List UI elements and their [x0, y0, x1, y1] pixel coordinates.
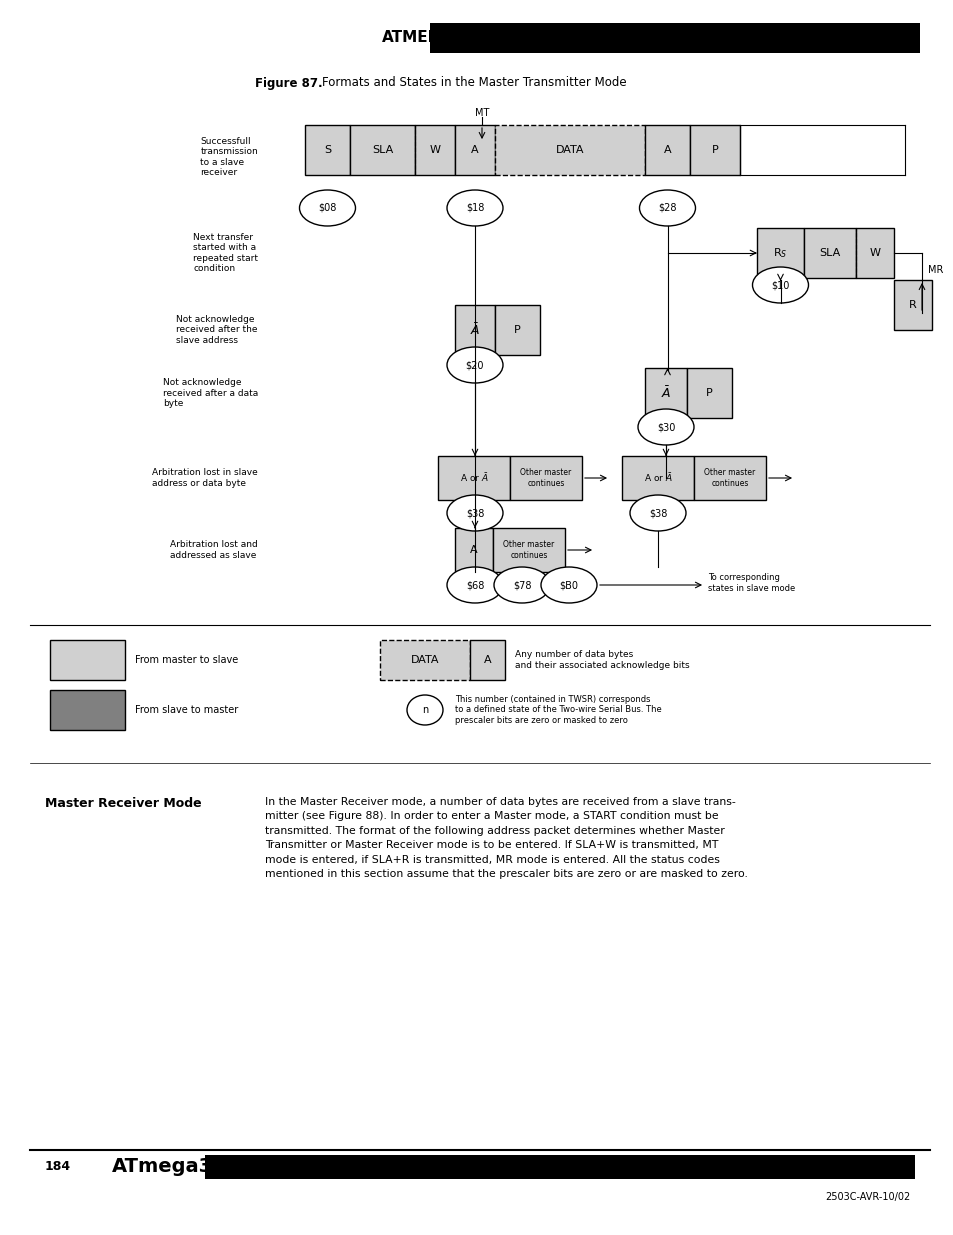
Ellipse shape: [629, 495, 685, 531]
Bar: [686, 368, 731, 417]
Bar: [493, 529, 564, 572]
Text: $38: $38: [465, 508, 484, 517]
Text: Next transfer
started with a
repeated start
condition: Next transfer started with a repeated st…: [193, 233, 257, 273]
Text: DATA: DATA: [411, 655, 438, 664]
Bar: [893, 280, 931, 330]
Text: $\bar{A}$: $\bar{A}$: [660, 385, 671, 401]
Text: R$_S$: R$_S$: [773, 246, 787, 259]
Text: n: n: [421, 705, 428, 715]
Text: A: A: [471, 144, 478, 156]
Text: A: A: [470, 545, 477, 555]
Text: $18: $18: [465, 203, 484, 212]
Text: $B0: $B0: [558, 580, 578, 590]
Text: P: P: [705, 388, 712, 398]
Ellipse shape: [447, 347, 502, 383]
Text: SLA: SLA: [819, 248, 840, 258]
Text: ATMEL: ATMEL: [381, 31, 437, 46]
Bar: [470, 640, 504, 680]
Text: This number (contained in TWSR) corresponds
to a defined state of the Two-wire S: This number (contained in TWSR) correspo…: [455, 695, 661, 725]
Bar: [757, 228, 803, 278]
Text: $38: $38: [648, 508, 666, 517]
Text: Master Receiver Mode: Master Receiver Mode: [45, 797, 201, 810]
Bar: [621, 456, 693, 500]
Ellipse shape: [447, 495, 502, 531]
Text: Arbitration lost and
addressed as slave: Arbitration lost and addressed as slave: [170, 540, 257, 559]
Text: $08: $08: [318, 203, 336, 212]
Text: ATmega32(L): ATmega32(L): [112, 1157, 256, 1177]
Bar: [644, 125, 689, 175]
Text: Not acknowledge
received after a data
byte: Not acknowledge received after a data by…: [163, 378, 257, 408]
Bar: [50, 690, 125, 730]
Ellipse shape: [447, 190, 502, 226]
Text: DATA: DATA: [556, 144, 583, 156]
Bar: [415, 125, 455, 175]
Text: Any number of data bytes
and their associated acknowledge bits: Any number of data bytes and their assoc…: [515, 651, 689, 669]
Ellipse shape: [407, 695, 442, 725]
Ellipse shape: [638, 409, 693, 445]
Text: W: W: [429, 144, 440, 156]
Text: $30: $30: [656, 422, 675, 432]
Text: 184: 184: [45, 1161, 71, 1173]
Bar: [803, 228, 855, 278]
Bar: [430, 23, 919, 53]
Text: $78: $78: [512, 580, 531, 590]
Text: Other master
continues: Other master continues: [519, 468, 571, 488]
Text: To corresponding
states in slave mode: To corresponding states in slave mode: [707, 573, 795, 593]
Text: P: P: [711, 144, 718, 156]
Text: A: A: [663, 144, 671, 156]
Text: From slave to master: From slave to master: [135, 705, 238, 715]
Text: Formats and States in the Master Transmitter Mode: Formats and States in the Master Transmi…: [322, 77, 626, 89]
Text: $28: $28: [658, 203, 676, 212]
Text: MR: MR: [927, 266, 943, 275]
Bar: [379, 640, 470, 680]
Bar: [437, 456, 510, 500]
Ellipse shape: [540, 567, 597, 603]
Text: A: A: [483, 655, 491, 664]
Bar: [495, 125, 644, 175]
Text: Not acknowledge
received after the
slave address: Not acknowledge received after the slave…: [176, 315, 257, 345]
Bar: [455, 305, 495, 354]
Ellipse shape: [299, 190, 355, 226]
Text: S: S: [324, 144, 331, 156]
Text: $\bar{A}$: $\bar{A}$: [469, 322, 479, 337]
Text: $10: $10: [771, 280, 789, 290]
Text: P: P: [514, 325, 520, 335]
Text: Successfull
transmission
to a slave
receiver: Successfull transmission to a slave rece…: [200, 137, 257, 177]
Text: SLA: SLA: [372, 144, 393, 156]
Text: A or $\bar{A}$: A or $\bar{A}$: [459, 472, 488, 484]
Text: MT: MT: [475, 107, 489, 119]
Bar: [510, 456, 581, 500]
Ellipse shape: [752, 267, 807, 303]
Bar: [305, 125, 350, 175]
Text: A or $\bar{A}$: A or $\bar{A}$: [643, 472, 672, 484]
Text: Arbitration lost in slave
address or data byte: Arbitration lost in slave address or dat…: [152, 468, 257, 488]
Text: Other master
continues: Other master continues: [703, 468, 755, 488]
Bar: [855, 228, 893, 278]
Bar: [689, 125, 740, 175]
Text: From master to slave: From master to slave: [135, 655, 238, 664]
Ellipse shape: [639, 190, 695, 226]
Bar: [495, 305, 539, 354]
Text: In the Master Receiver mode, a number of data bytes are received from a slave tr: In the Master Receiver mode, a number of…: [265, 797, 747, 879]
Bar: [350, 125, 415, 175]
Text: $68: $68: [465, 580, 484, 590]
Bar: [205, 1155, 914, 1179]
Text: 2503C-AVR-10/02: 2503C-AVR-10/02: [824, 1192, 909, 1202]
Ellipse shape: [494, 567, 550, 603]
Bar: [693, 456, 765, 500]
Bar: [50, 640, 125, 680]
Text: Other master
continues: Other master continues: [503, 540, 554, 559]
Text: W: W: [868, 248, 880, 258]
Bar: [455, 529, 493, 572]
Bar: [644, 368, 686, 417]
Text: Figure 87.: Figure 87.: [254, 77, 322, 89]
Ellipse shape: [447, 567, 502, 603]
Text: R: R: [908, 300, 916, 310]
Text: $20: $20: [465, 359, 484, 370]
Bar: [455, 125, 495, 175]
